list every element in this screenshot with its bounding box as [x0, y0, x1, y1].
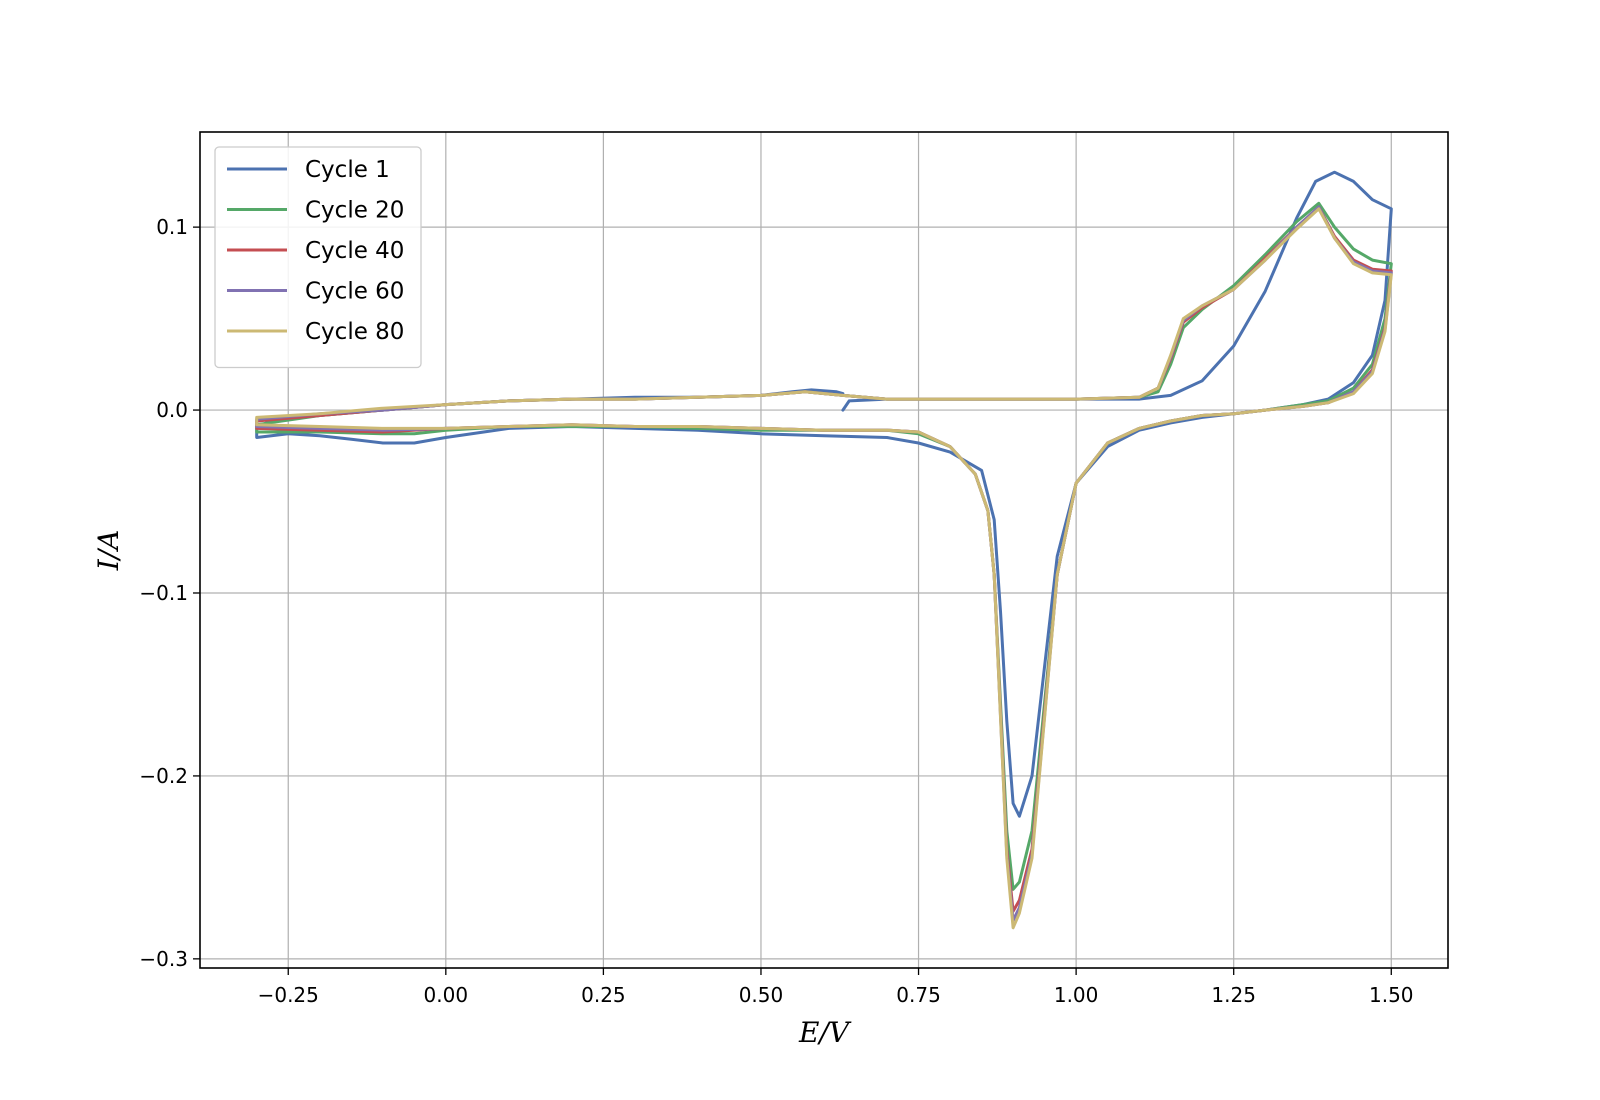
x-tick-label: 0.25 — [581, 983, 626, 1007]
x-axis-label: E/V — [798, 1016, 852, 1049]
x-tick-label: 0.00 — [424, 983, 469, 1007]
legend-label-5: Cycle 80 — [305, 319, 404, 345]
legend-label-2: Cycle 20 — [305, 198, 404, 224]
x-tick-label: 1.00 — [1054, 983, 1099, 1007]
x-tick-label: 1.25 — [1211, 983, 1256, 1007]
x-tick-label: 1.50 — [1369, 983, 1414, 1007]
x-tick-label: 0.75 — [896, 983, 941, 1007]
legend-label-4: Cycle 60 — [305, 279, 404, 305]
legend-label-3: Cycle 40 — [305, 238, 404, 264]
x-tick-label: −0.25 — [258, 983, 319, 1007]
y-tick-label: −0.2 — [139, 764, 188, 788]
y-tick-label: 0.0 — [156, 398, 188, 422]
legend-label-1: Cycle 1 — [305, 157, 390, 183]
y-axis-label: I/A — [92, 530, 125, 572]
y-tick-label: −0.1 — [139, 581, 188, 605]
y-tick-label: −0.3 — [139, 947, 188, 971]
x-tick-label: 0.50 — [739, 983, 784, 1007]
legend: Cycle 1 Cycle 20 Cycle 40 Cycle 60 Cycle 80 — [215, 147, 421, 368]
y-tick-label: 0.1 — [156, 215, 188, 239]
